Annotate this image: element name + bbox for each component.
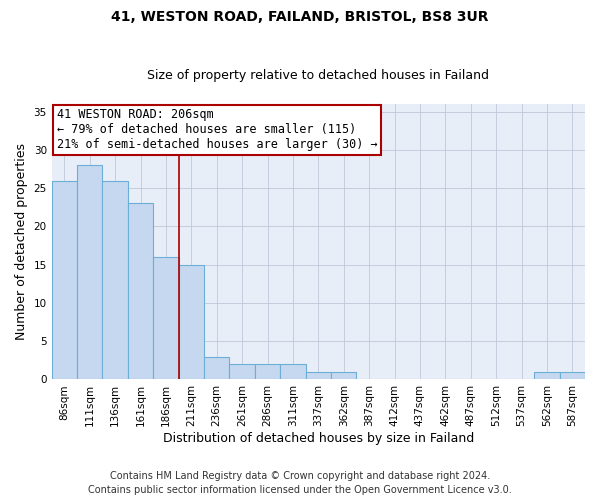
Text: Contains HM Land Registry data © Crown copyright and database right 2024.
Contai: Contains HM Land Registry data © Crown c… [88,471,512,495]
Y-axis label: Number of detached properties: Number of detached properties [15,143,28,340]
Bar [204,356,229,380]
Title: Size of property relative to detached houses in Failand: Size of property relative to detached ho… [148,69,490,82]
X-axis label: Distribution of detached houses by size in Failand: Distribution of detached houses by size … [163,432,474,445]
Bar [153,257,179,380]
Bar [560,372,585,380]
Bar [229,364,255,380]
Bar [280,364,305,380]
Text: 41, WESTON ROAD, FAILAND, BRISTOL, BS8 3UR: 41, WESTON ROAD, FAILAND, BRISTOL, BS8 3… [111,10,489,24]
Bar [77,165,103,380]
Bar [179,264,204,380]
Bar [255,364,280,380]
Bar [128,204,153,380]
Bar [103,180,128,380]
Bar [331,372,356,380]
Text: 41 WESTON ROAD: 206sqm
← 79% of detached houses are smaller (115)
21% of semi-de: 41 WESTON ROAD: 206sqm ← 79% of detached… [57,108,377,151]
Bar [534,372,560,380]
Bar [305,372,331,380]
Bar [52,180,77,380]
